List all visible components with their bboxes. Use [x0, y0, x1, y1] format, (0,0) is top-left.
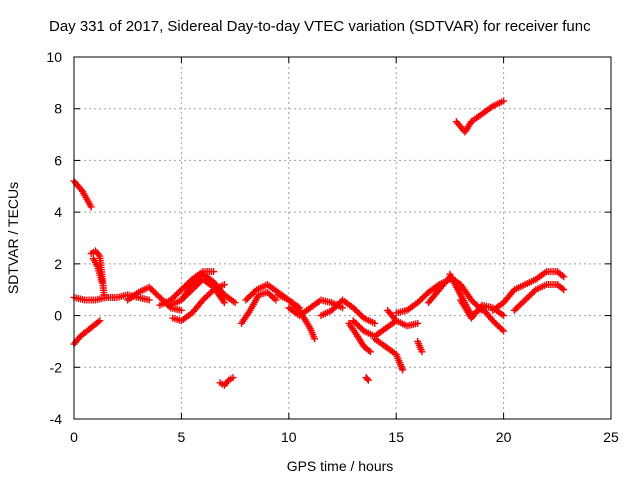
data-point [558, 271, 566, 279]
data-point [251, 287, 259, 295]
plot-frame [73, 56, 612, 420]
data-point [272, 296, 280, 304]
chart-title: Day 331 of 2017, Sidereal Day-to-day VTE… [49, 18, 591, 35]
data-point [358, 313, 366, 321]
grid [74, 57, 611, 419]
data-point [96, 317, 104, 325]
y-tick-label: 6 [54, 152, 62, 168]
y-tick-label: 8 [54, 101, 62, 117]
data-point [363, 375, 371, 383]
data-point [364, 376, 372, 384]
data-point [311, 335, 319, 343]
data-point [558, 284, 566, 292]
y-tick-label: 0 [54, 308, 62, 324]
y-tick-label: -2 [50, 359, 63, 375]
data-point [530, 287, 538, 295]
data-point [94, 318, 102, 326]
x-tick-label: 10 [281, 429, 297, 445]
y-axis-label: SDTVAR / TECUs [5, 182, 21, 294]
data-point [500, 327, 508, 335]
data-point [371, 319, 379, 327]
data-points [70, 97, 568, 389]
x-tick-label: 20 [496, 429, 512, 445]
data-point [87, 203, 95, 211]
data-point [560, 273, 568, 281]
y-tick-label: 10 [46, 49, 62, 65]
x-axis-label: GPS time / hours [287, 458, 394, 474]
data-point [177, 306, 185, 314]
data-point [100, 291, 108, 299]
data-point [220, 299, 228, 307]
y-tick-label: 2 [54, 256, 62, 272]
data-point [358, 326, 366, 334]
axes: 0 5 10 15 20 25 -4 -2 0 2 4 6 8 10 [46, 49, 619, 445]
data-point [231, 299, 239, 307]
data-point [500, 97, 508, 105]
data-point [220, 281, 228, 289]
data-point [418, 348, 426, 356]
data-point [208, 287, 216, 295]
y-tick-label: -4 [50, 411, 63, 427]
x-tick-label: 5 [178, 429, 186, 445]
x-tick-label: 25 [603, 429, 619, 445]
data-point [498, 326, 506, 334]
x-tick-label: 0 [70, 429, 78, 445]
data-point [145, 296, 153, 304]
data-point [210, 268, 218, 276]
data-point [229, 374, 237, 382]
data-point [414, 319, 422, 327]
data-point [98, 278, 106, 286]
data-point [500, 312, 508, 320]
data-point [365, 346, 373, 354]
y-tick-label: 4 [54, 204, 62, 220]
data-point [560, 286, 568, 294]
data-point [399, 366, 407, 374]
data-point [366, 348, 374, 356]
x-tick-label: 15 [388, 429, 404, 445]
data-point [339, 304, 346, 312]
